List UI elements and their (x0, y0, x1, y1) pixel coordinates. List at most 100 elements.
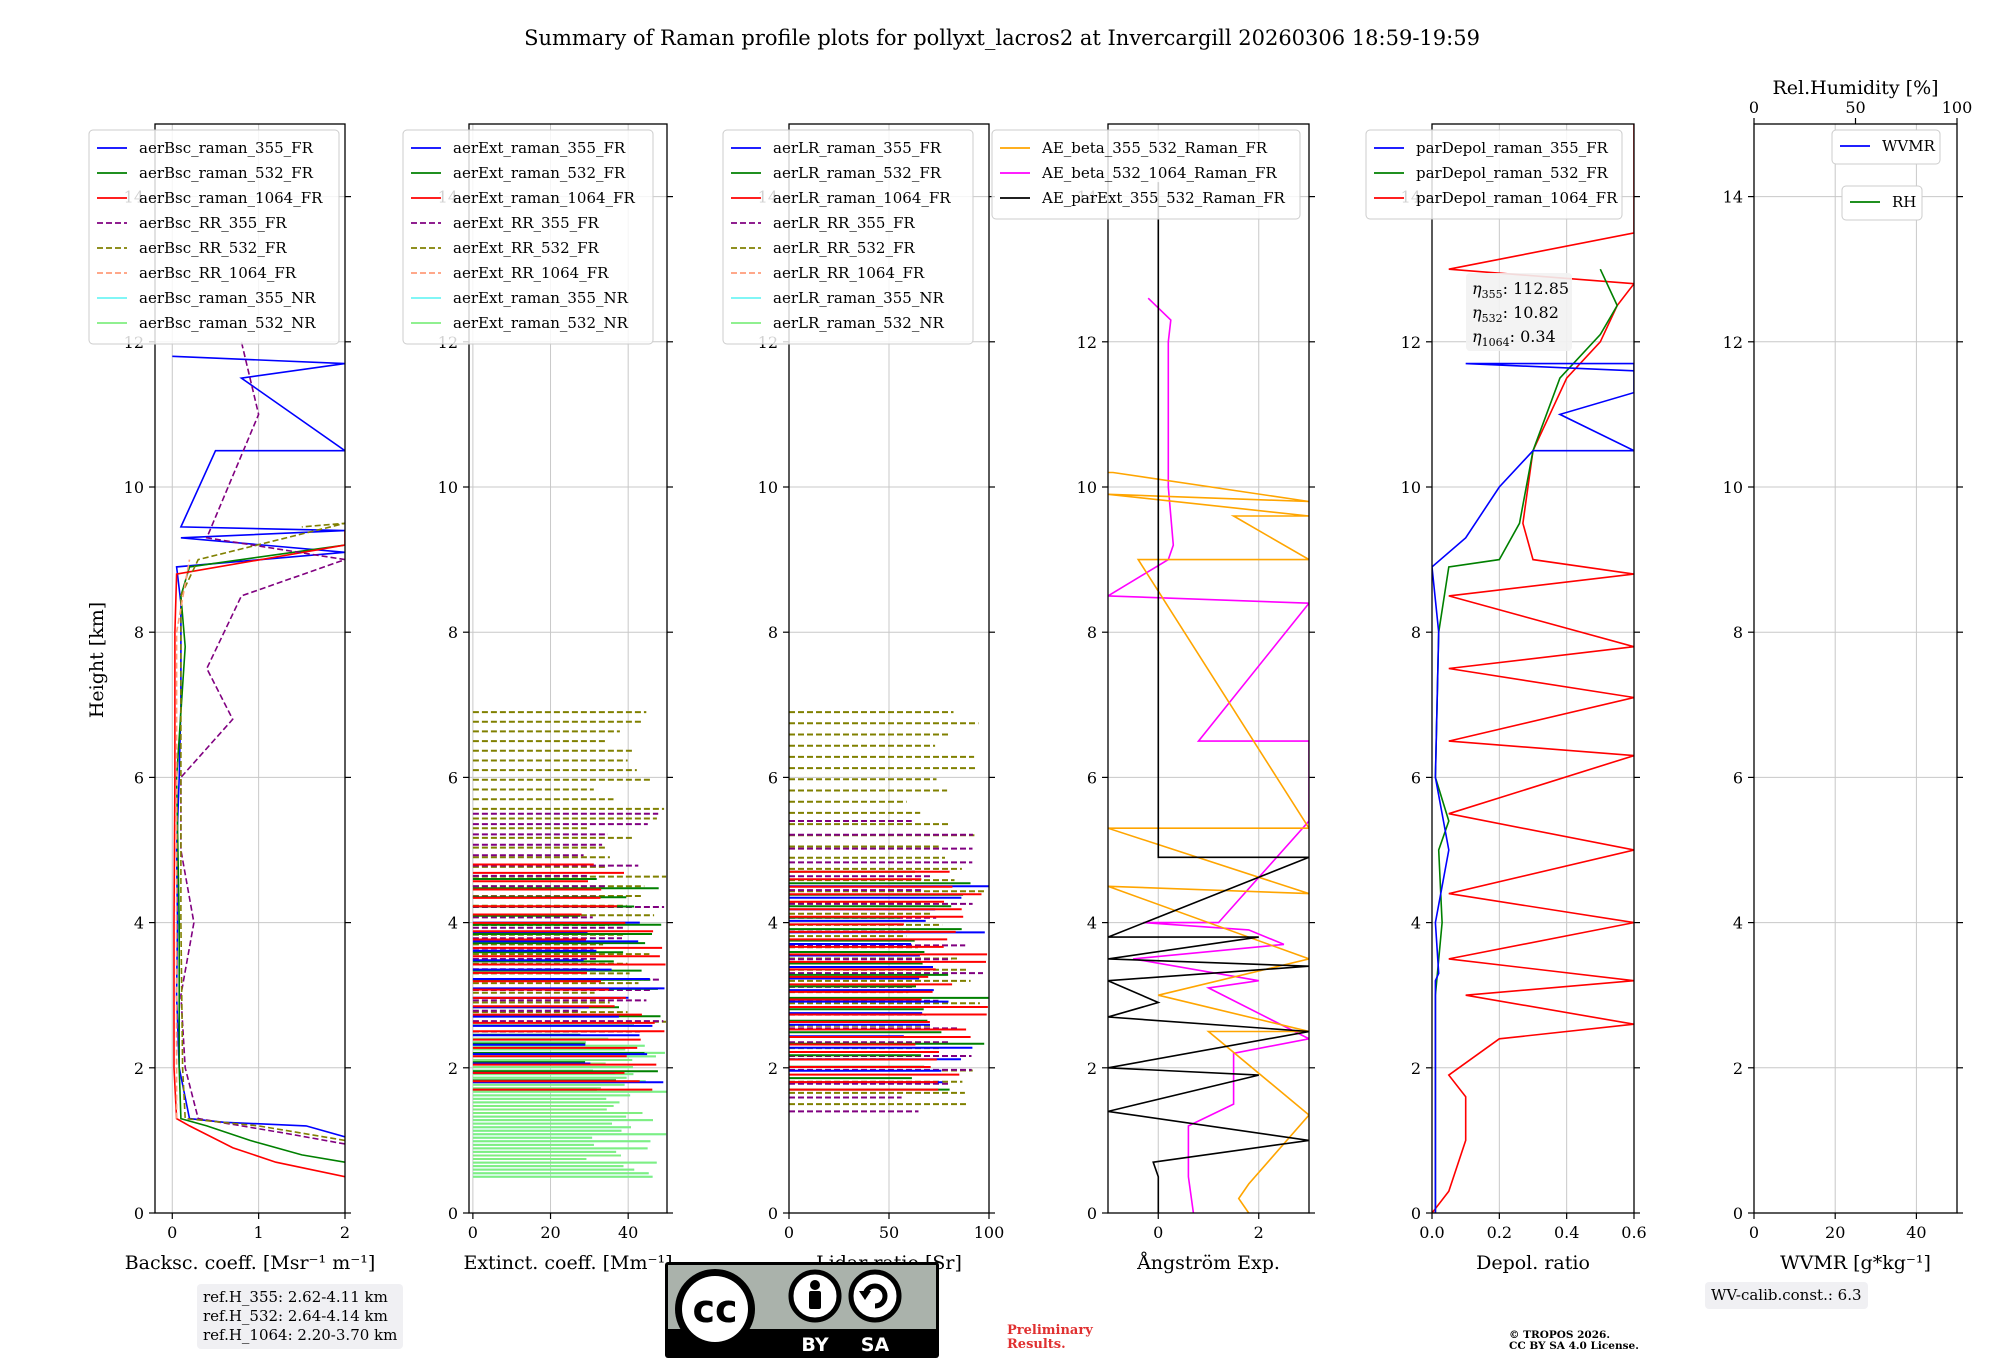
legend: aerLR_raman_355_FR aerLR_raman_532_FR aerL… (722, 129, 974, 345)
y-tick-label: 0 (1733, 1204, 1743, 1223)
cc-license-badge: cc BY SA (665, 1262, 939, 1358)
y-tick-label: 4 (1087, 914, 1097, 933)
legend-entry: aerExt_raman_355_NR (453, 289, 629, 307)
top-x-tick-label: 50 (1845, 98, 1865, 117)
x-tick-label: 40 (618, 1223, 638, 1242)
y-tick-label: 0 (134, 1204, 144, 1223)
legend-entry: AE_beta_532_1064_Raman_FR (1041, 164, 1277, 182)
legend-entry: parDepol_raman_355_FR (1416, 139, 1609, 157)
x-tick-label: 0 (167, 1223, 177, 1242)
series-line-AE_beta_532_1064_Raman_FR (1108, 297, 1309, 1213)
x-axis-label: Ångström Exp. (1136, 1252, 1280, 1274)
x-tick-label: 0.6 (1621, 1223, 1646, 1242)
legend-entry: RH (1892, 193, 1916, 211)
legend-box (1365, 129, 1623, 220)
wv-calib-const: WV-calib.const.: 6.3 (1711, 1286, 1862, 1304)
y-tick-label: 10 (124, 478, 144, 497)
legend-entry: aerLR_raman_355_NR (773, 289, 944, 307)
y-tick-label: 6 (134, 768, 144, 787)
series-line-aerBsc_RR_1064_FR (175, 559, 191, 1119)
x-tick-label: 0 (1749, 1223, 1759, 1242)
series-line-aerLR_raman_1064_FR (789, 870, 988, 1091)
legend-entry: aerLR_RR_1064_FR (773, 264, 925, 282)
y-tick-label: 0 (768, 1204, 778, 1223)
axes-frame (1107, 123, 1310, 1214)
panel-extinction: 0204002468101214Extinct. coeff. [Mm⁻¹]ae… (402, 123, 673, 1274)
legend-box (88, 129, 340, 345)
y-axis-label: Height [km] (86, 602, 108, 718)
legend-entry: aerLR_raman_355_FR (773, 139, 942, 157)
legend-entry: AE_parExt_355_532_Raman_FR (1041, 189, 1286, 207)
x-tick-label: 0 (1153, 1223, 1163, 1242)
series-line-aerBsc_RR_355_FR (180, 341, 345, 1145)
by-person-icon (810, 1280, 820, 1290)
y-tick-label: 12 (1723, 333, 1743, 352)
y-tick-label: 8 (1411, 623, 1421, 642)
y-tick-label: 6 (768, 768, 778, 787)
y-tick-label: 2 (448, 1059, 458, 1078)
y-tick-label: 2 (134, 1059, 144, 1078)
annotation-line: η532: 10.82 (1472, 303, 1559, 325)
x-tick-label: 0 (784, 1223, 794, 1242)
annotation-line: η1064: 0.34 (1472, 327, 1556, 349)
y-tick-label: 12 (1401, 333, 1421, 352)
reference-height-box: ref.H_355: 2.62-4.11 km ref.H_532: 2.64-… (197, 1284, 404, 1349)
x-tick-label: 2 (1254, 1223, 1264, 1242)
legend-box (1831, 129, 1941, 165)
series-line-AE_parExt_355_532_Raman_FR (1108, 182, 1309, 1213)
y-tick-label: 4 (448, 914, 458, 933)
y-tick-label: 10 (1723, 478, 1743, 497)
legend-entry: aerBsc_raman_355_NR (139, 289, 316, 307)
annotation-line: η355: 112.85 (1472, 279, 1569, 301)
legend-entry: aerBsc_raman_532_NR (139, 314, 316, 332)
x-axis-label: Extinct. coeff. [Mm⁻¹] (463, 1252, 672, 1274)
y-tick-label: 10 (438, 478, 458, 497)
panel-angstrom: 0202468101214Ångström Exp.AE_beta_355_53… (991, 123, 1315, 1274)
y-tick-label: 8 (1087, 623, 1097, 642)
y-tick-label: 4 (1411, 914, 1421, 933)
prelim-line-1: Preliminary (1007, 1323, 1093, 1338)
series-line-aerBsc_RR_532_FR (180, 522, 345, 1142)
legend-entry: aerLR_RR_355_FR (773, 214, 915, 232)
legend-entry: aerExt_RR_532_FR (453, 239, 600, 257)
series-group (172, 341, 345, 1178)
y-tick-label: 0 (1087, 1204, 1097, 1223)
series-line-parDepol_raman_355_FR (1432, 362, 1634, 1213)
panel-lidarratio: 05010002468101214Lidar ratio [Sr]aerLR_r… (722, 123, 1004, 1274)
figure-title: Summary of Raman profile plots for polly… (524, 26, 1480, 50)
legend: WVMR RH (1831, 129, 1941, 221)
panel-backscatter: 01202468101214Backsc. coeff. [Msr⁻¹ m⁻¹]… (88, 123, 375, 1274)
x-tick-label: 0 (468, 1223, 478, 1242)
series-line-aerExt_raman_532_FR (472, 878, 662, 1091)
x-tick-label: 40 (1906, 1223, 1926, 1242)
x-tick-label: 2 (340, 1223, 350, 1242)
y-tick-label: 10 (1077, 478, 1097, 497)
y-tick-label: 8 (134, 623, 144, 642)
x-tick-label: 0.0 (1419, 1223, 1444, 1242)
cc-sa-label: SA (861, 1334, 890, 1356)
y-tick-label: 0 (448, 1204, 458, 1223)
refh-355: ref.H_355: 2.62-4.11 km (203, 1288, 388, 1306)
axes-frame (1753, 123, 1958, 1214)
legend-entry: parDepol_raman_532_FR (1416, 164, 1609, 182)
cc-by-label: BY (801, 1334, 828, 1356)
y-tick-label: 4 (1733, 914, 1743, 933)
y-tick-label: 14 (1723, 188, 1743, 207)
legend-entry: aerBsc_RR_1064_FR (139, 264, 297, 282)
preliminary-note: Preliminary Results. (1007, 1324, 1093, 1352)
y-tick-label: 6 (1411, 768, 1421, 787)
axes-frame (154, 123, 346, 1214)
y-tick-label: 10 (1401, 478, 1421, 497)
legend-entry: AE_beta_355_532_Raman_FR (1041, 139, 1268, 157)
y-tick-label: 10 (758, 478, 778, 497)
series-line-aerExt_raman_532_NR (472, 1037, 667, 1178)
legend-box-rh (1841, 185, 1923, 221)
y-tick-label: 8 (448, 623, 458, 642)
y-tick-label: 2 (1411, 1059, 1421, 1078)
legend-entry: aerExt_raman_355_FR (453, 139, 626, 157)
series-group (472, 711, 667, 1178)
y-tick-label: 8 (768, 623, 778, 642)
top-x-axis-label: Rel.Humidity [%] (1772, 77, 1938, 99)
y-tick-label: 0 (1411, 1204, 1421, 1223)
series-line-parDepol_raman_532_FR (1434, 268, 1619, 1213)
